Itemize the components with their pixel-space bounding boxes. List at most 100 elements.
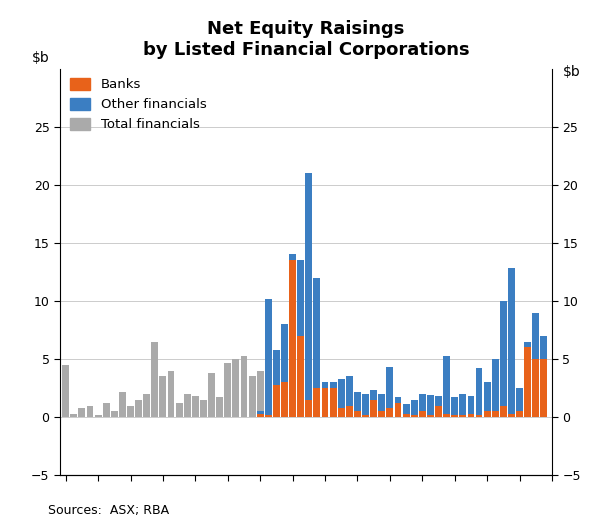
Bar (443, 355, 450, 413)
Bar (281, 382, 288, 417)
Bar (232, 359, 239, 417)
Bar (265, 299, 272, 415)
Bar (111, 411, 118, 417)
Bar (451, 415, 458, 417)
Bar (330, 382, 337, 388)
Bar (419, 411, 426, 417)
Bar (257, 411, 263, 413)
Bar (265, 415, 272, 417)
Bar (281, 324, 288, 382)
Bar (338, 379, 345, 408)
Bar (467, 396, 475, 413)
Bar (273, 350, 280, 384)
Bar (176, 403, 182, 417)
Bar (460, 415, 466, 417)
Bar (322, 388, 328, 417)
Bar (362, 415, 369, 417)
Bar (86, 406, 94, 417)
Bar (541, 359, 547, 417)
Bar (241, 355, 247, 417)
Bar (386, 408, 394, 417)
Bar (435, 396, 442, 406)
Bar (403, 413, 410, 417)
Bar (403, 404, 410, 413)
Bar (151, 342, 158, 417)
Bar (330, 388, 337, 417)
Bar (443, 413, 450, 417)
Y-axis label: $b: $b (563, 64, 581, 79)
Bar (297, 336, 304, 417)
Bar (516, 388, 523, 411)
Bar (273, 384, 280, 417)
Bar (524, 342, 531, 347)
Bar (305, 173, 312, 400)
Bar (143, 394, 150, 417)
Title: Net Equity Raisings
by Listed Financial Corporations: Net Equity Raisings by Listed Financial … (143, 20, 469, 59)
Bar (346, 406, 353, 417)
Bar (411, 415, 418, 417)
Bar (257, 371, 263, 417)
Bar (257, 413, 263, 417)
Bar (135, 400, 142, 417)
Bar (460, 394, 466, 415)
Bar (508, 413, 515, 417)
Bar (541, 336, 547, 359)
Bar (273, 353, 280, 417)
Bar (427, 395, 434, 415)
Bar (370, 390, 377, 400)
Bar (484, 411, 491, 417)
Bar (297, 260, 304, 336)
Bar (192, 396, 199, 417)
Bar (467, 413, 475, 417)
Bar (322, 382, 328, 388)
Bar (95, 415, 101, 417)
Bar (216, 398, 223, 417)
Bar (313, 388, 320, 417)
Bar (362, 394, 369, 415)
Bar (127, 406, 134, 417)
Bar (395, 403, 401, 417)
Bar (305, 400, 312, 417)
Bar (103, 403, 110, 417)
Bar (435, 406, 442, 417)
Bar (532, 359, 539, 417)
Bar (476, 415, 482, 417)
Bar (184, 394, 191, 417)
Bar (119, 392, 126, 417)
Bar (524, 347, 531, 417)
Bar (411, 400, 418, 415)
Bar (476, 369, 482, 415)
Y-axis label: $b: $b (31, 51, 49, 64)
Bar (70, 413, 77, 417)
Bar (248, 376, 256, 417)
Bar (62, 365, 69, 417)
Bar (167, 371, 175, 417)
Bar (427, 415, 434, 417)
Bar (208, 373, 215, 417)
Bar (492, 411, 499, 417)
Legend: Banks, Other financials, Total financials: Banks, Other financials, Total financial… (65, 73, 212, 137)
Bar (338, 408, 345, 417)
Bar (379, 394, 385, 411)
Bar (346, 376, 353, 406)
Bar (160, 376, 166, 417)
Bar (508, 268, 515, 413)
Bar (354, 392, 361, 411)
Bar (370, 400, 377, 417)
Bar (289, 260, 296, 417)
Bar (224, 363, 231, 417)
Bar (492, 359, 499, 411)
Bar (500, 406, 507, 417)
Bar (386, 367, 394, 408)
Text: Sources:  ASX; RBA: Sources: ASX; RBA (48, 504, 169, 517)
Bar (281, 375, 288, 417)
Bar (500, 301, 507, 406)
Bar (451, 398, 458, 415)
Bar (395, 398, 401, 403)
Bar (419, 394, 426, 411)
Bar (200, 400, 207, 417)
Bar (289, 254, 296, 260)
Bar (532, 313, 539, 359)
Bar (379, 411, 385, 417)
Bar (265, 353, 272, 417)
